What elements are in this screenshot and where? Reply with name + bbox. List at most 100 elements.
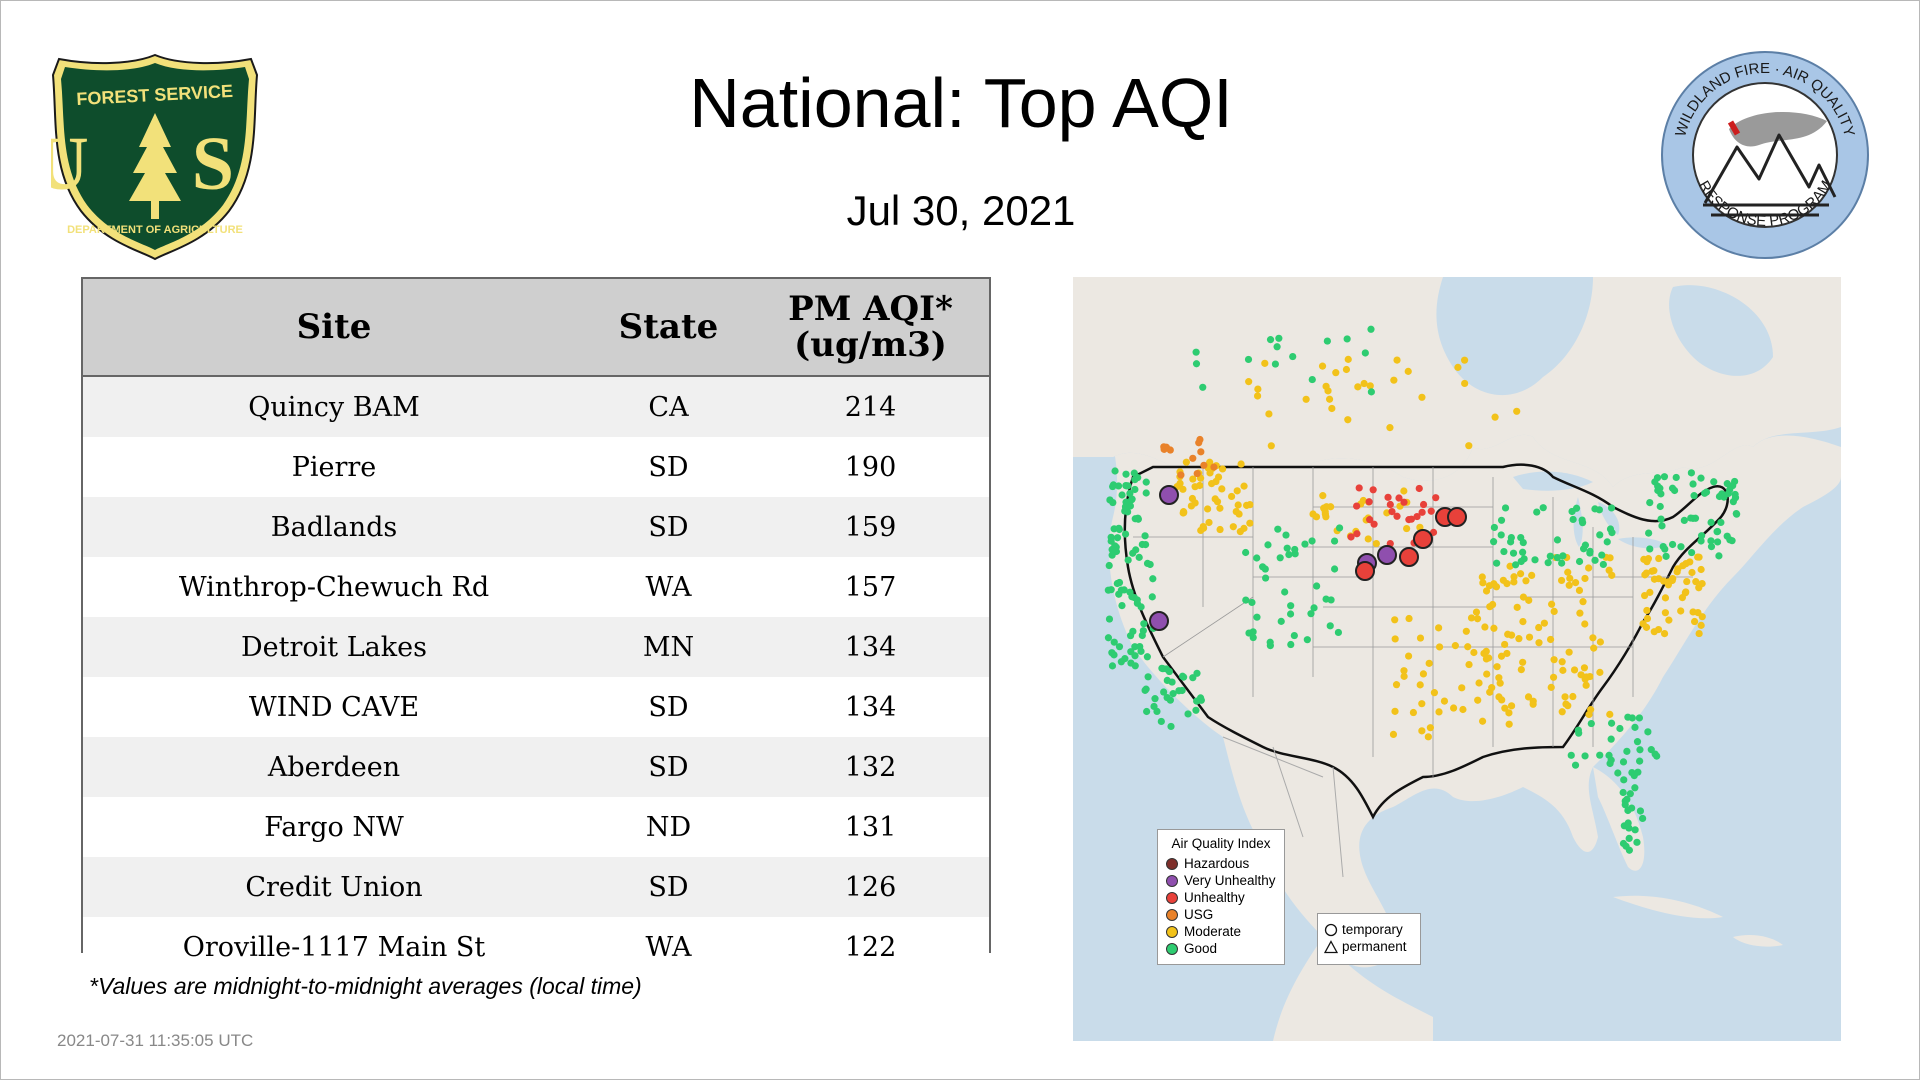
monitor-dot	[1564, 568, 1572, 576]
monitor-dot	[1509, 549, 1518, 557]
monitor-dot	[1137, 603, 1145, 611]
monitor-dot	[1665, 616, 1673, 624]
monitor-dot	[1645, 529, 1653, 537]
header-aqi: PM AQI* (ug/m3)	[752, 279, 989, 377]
monitor-dot	[1493, 663, 1501, 671]
monitor-dot	[1249, 628, 1257, 636]
monitor-dot	[1302, 395, 1310, 403]
monitor-dot	[1702, 488, 1711, 496]
monitor-dot	[1366, 382, 1374, 390]
monitor-dot	[1322, 382, 1330, 390]
monitor-dot	[1318, 362, 1327, 370]
monitor-dot	[1616, 724, 1624, 733]
table-row: Credit Union SD 126	[83, 857, 989, 917]
site-cell: WIND CAVE	[83, 677, 585, 737]
monitor-dot	[1330, 537, 1339, 545]
monitor-dot	[1129, 627, 1137, 635]
monitor-dot	[1253, 554, 1261, 562]
monitor-dot	[1579, 598, 1587, 606]
monitor-dot	[1507, 702, 1516, 710]
monitor-dot	[1697, 474, 1705, 482]
usfs-letters: U S	[51, 122, 259, 206]
monitor-dot	[1427, 507, 1435, 515]
monitor-dot	[1353, 502, 1361, 510]
aqi-cell: 214	[752, 376, 989, 437]
usfs-logo: FOREST SERVICE U S DEPARTMENT OF AGRICUL…	[34, 51, 259, 261]
monitor-dot	[1517, 557, 1525, 566]
monitor-dot	[1515, 635, 1523, 643]
monitor-dot	[1482, 587, 1491, 595]
aqi-cell: 122	[752, 917, 989, 977]
monitor-dot	[1262, 574, 1270, 582]
monitor-dot	[1497, 516, 1506, 524]
monitor-dot	[1624, 806, 1632, 815]
monitor-dot	[1548, 600, 1556, 608]
monitor-dot	[1697, 532, 1706, 540]
monitor-dot	[1565, 581, 1573, 589]
monitor-dot	[1273, 343, 1281, 351]
aqi-cell: 126	[752, 857, 989, 917]
monitor-dot	[1510, 578, 1518, 586]
monitor-dot	[1661, 609, 1670, 617]
monitor-dot	[1692, 578, 1700, 586]
monitor-dot	[1525, 596, 1533, 604]
table-row: WIND CAVE SD 134	[83, 677, 989, 737]
monitor-dot	[1459, 705, 1467, 714]
monitor-dot	[1559, 666, 1567, 674]
monitor-dot	[1404, 652, 1413, 660]
legend-item-unhealthy: Unhealthy	[1166, 889, 1276, 906]
monitor-dot	[1606, 710, 1614, 718]
monitor-dot	[1415, 484, 1423, 493]
monitor-dot	[1391, 635, 1399, 643]
monitor-dot	[1493, 559, 1501, 567]
monitor-dot	[1680, 516, 1688, 525]
monitor-dot	[1180, 673, 1188, 681]
monitor-dot	[1644, 728, 1652, 736]
monitor-dot	[1200, 461, 1208, 469]
monitor-dot	[1519, 618, 1527, 626]
monitor-dot	[1641, 591, 1649, 600]
monitor-dot	[1162, 665, 1171, 673]
monitor-dot	[1474, 696, 1482, 704]
monitor-dot	[1287, 640, 1295, 649]
monitor-dot	[1388, 507, 1396, 516]
monitor-dot	[1713, 528, 1721, 536]
monitor-dot	[1697, 621, 1705, 629]
monitor-dot	[1330, 565, 1339, 573]
monitor-dot	[1370, 520, 1378, 528]
monitor-dot	[1440, 697, 1449, 705]
monitor-dot	[1353, 530, 1361, 538]
monitor-dot	[1347, 533, 1355, 541]
circle-icon	[1324, 923, 1338, 936]
monitor-dot	[1325, 395, 1334, 403]
monitor-dot	[1481, 623, 1489, 631]
aqi-cell: 159	[752, 497, 989, 557]
monitor-dot	[1558, 658, 1566, 666]
monitor-dot	[1655, 575, 1663, 583]
monitor-dot	[1197, 526, 1205, 535]
monitor-dot	[1416, 681, 1424, 689]
monitor-dot	[1169, 690, 1177, 698]
monitor-dot	[1246, 501, 1254, 509]
monitor-dot	[1550, 656, 1558, 664]
monitor-dot	[1175, 687, 1183, 695]
monitor-dot	[1585, 564, 1593, 572]
monitor-dot	[1544, 559, 1552, 567]
monitor-dot	[1599, 560, 1607, 569]
monitor-dot	[1677, 607, 1685, 615]
monitor-dot	[1586, 547, 1594, 555]
monitor-dot	[1683, 577, 1691, 586]
legend-temporary: temporary	[1324, 921, 1414, 938]
monitor-dot	[1505, 720, 1513, 728]
monitor-dot	[1283, 544, 1291, 552]
monitor-dot	[1369, 486, 1377, 494]
monitor-dot	[1639, 620, 1647, 628]
monitor-dot	[1733, 510, 1741, 518]
monitor-dot	[1619, 788, 1627, 797]
triangle-icon	[1324, 939, 1338, 953]
site-cell: Aberdeen	[83, 737, 585, 797]
monitor-dot	[1451, 642, 1459, 650]
monitor-dot	[1643, 614, 1652, 623]
monitor-dot	[1510, 573, 1518, 581]
legend-item-good: Good	[1166, 940, 1276, 957]
